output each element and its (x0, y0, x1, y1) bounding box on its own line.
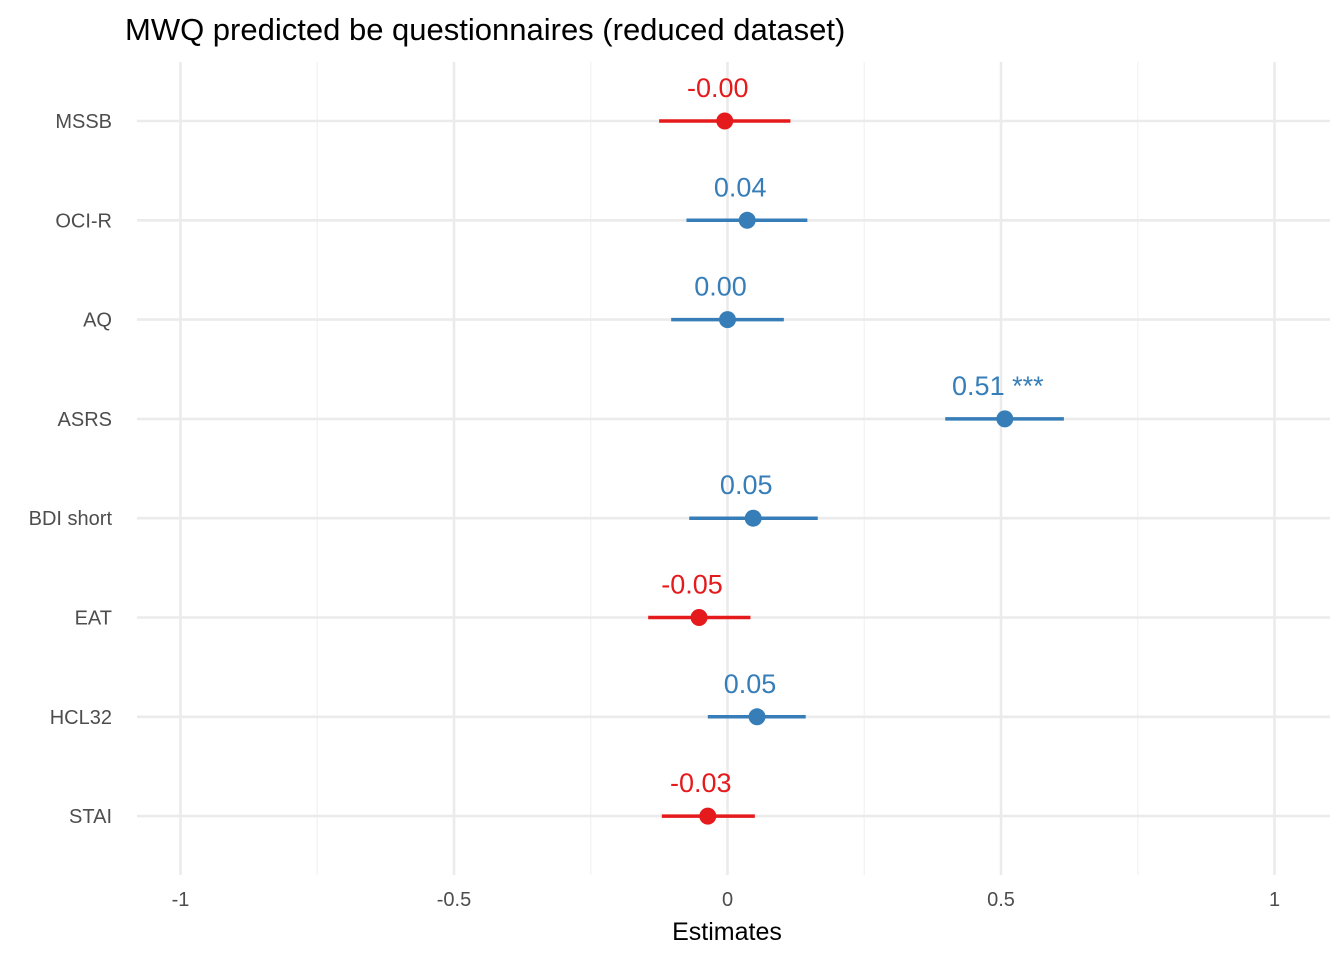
x-axis-labels: -1 -0.5 0 0.5 1 (172, 889, 1280, 911)
estimate-label: 0.04 (714, 172, 767, 202)
y-tick-label: EAT (75, 608, 112, 630)
y-tick-label: AQ (83, 310, 112, 332)
x-tick-label: 0 (722, 889, 733, 911)
x-tick-label: 1 (1269, 889, 1280, 911)
estimate-point (996, 410, 1014, 428)
estimate-point (716, 112, 734, 130)
x-tick-label: -0.5 (437, 889, 471, 911)
y-tick-label: ASRS (58, 409, 112, 431)
estimate-label: -0.03 (670, 768, 732, 798)
y-tick-label: HCL32 (50, 707, 112, 729)
y-tick-label: STAI (69, 806, 112, 828)
estimate-point (719, 311, 736, 329)
estimate-point (744, 509, 762, 527)
estimate-label: -0.05 (661, 570, 723, 600)
estimate-label: 0.05 (724, 669, 777, 699)
x-axis-title: Estimates (672, 918, 782, 946)
estimate-label: 0.05 (720, 470, 773, 500)
x-tick-label: 0.5 (987, 889, 1015, 911)
y-tick-label: MSSB (55, 111, 112, 133)
estimate-point (748, 708, 766, 726)
y-tick-label: OCI-R (55, 210, 112, 232)
estimate-point (699, 807, 717, 825)
estimate-label: 0.00 (694, 272, 747, 302)
y-tick-label: BDI short (29, 508, 113, 530)
estimate-label: 0.51 *** (952, 371, 1044, 401)
y-axis-labels: MSSB OCI-R AQ ASRS BDI short EAT HCL32 STAI (29, 111, 113, 828)
estimate-marks: -0.00 0.04 0.00 0.51 *** 0.05 -0.05 0.05 -0.03 (648, 73, 1064, 825)
estimate-label: -0.00 (687, 73, 749, 103)
x-tick-label: -1 (172, 889, 190, 911)
estimate-point (690, 609, 708, 626)
estimate-point (738, 211, 756, 229)
chart-title: MWQ predicted be questionnaires (reduced… (125, 12, 845, 47)
